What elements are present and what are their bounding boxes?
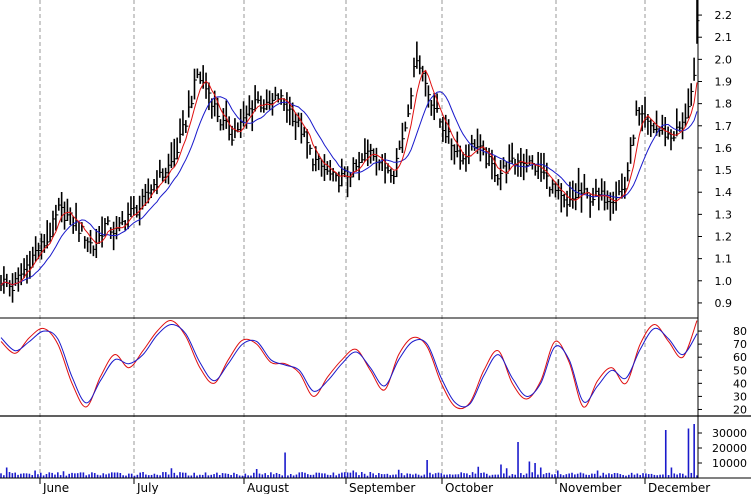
price-tick-label: 1.4 xyxy=(715,186,733,199)
price-tick-label: 2.0 xyxy=(715,53,733,66)
month-label: December xyxy=(648,481,710,494)
oscillator-tick-label: 70 xyxy=(733,338,747,351)
oscillator-line-blue xyxy=(0,323,698,408)
price-tick-label: 1.3 xyxy=(715,208,733,221)
price-tick-label: 1.7 xyxy=(715,120,733,133)
volume-panel xyxy=(0,415,751,478)
oscillator-line-red xyxy=(0,320,698,410)
oscillator-tick-label: 50 xyxy=(733,364,747,377)
oscillator-tick-label: 60 xyxy=(733,351,747,364)
price-tick-label: 2.2 xyxy=(715,9,733,22)
volume-tick-label: 20000 xyxy=(712,442,747,455)
oscillator-tick-label: 40 xyxy=(733,377,747,390)
oscillator-tick-label: 80 xyxy=(733,325,747,338)
price-tick-label: 1.2 xyxy=(715,231,733,244)
oscillator-panel xyxy=(0,317,698,410)
price-tick-label: 1.5 xyxy=(715,164,733,177)
month-label: August xyxy=(247,481,289,494)
price-tick-label: 1.0 xyxy=(715,275,733,288)
price-panel xyxy=(0,0,700,303)
oscillator-tick-label: 30 xyxy=(733,390,747,403)
month-label: October xyxy=(445,481,493,494)
volume-tick-label: 10000 xyxy=(712,457,747,470)
price-tick-label: 2.1 xyxy=(715,31,733,44)
oscillator-tick-label: 20 xyxy=(733,403,747,416)
month-label: June xyxy=(42,481,69,494)
month-label: November xyxy=(559,481,621,494)
price-tick-label: 1.8 xyxy=(715,98,733,111)
month-label: September xyxy=(349,481,415,494)
price-tick-label: 1.6 xyxy=(715,142,733,155)
moving-average-slow-line xyxy=(0,91,698,286)
price-tick-label: 1.9 xyxy=(715,76,733,89)
grid-lines xyxy=(39,0,646,478)
volume-tick-label: 30000 xyxy=(712,427,747,440)
month-label: July xyxy=(136,481,159,494)
moving-average-fast-line xyxy=(0,69,698,286)
price-tick-label: 1.1 xyxy=(715,253,733,266)
price-tick-label: 0.9 xyxy=(715,297,733,310)
